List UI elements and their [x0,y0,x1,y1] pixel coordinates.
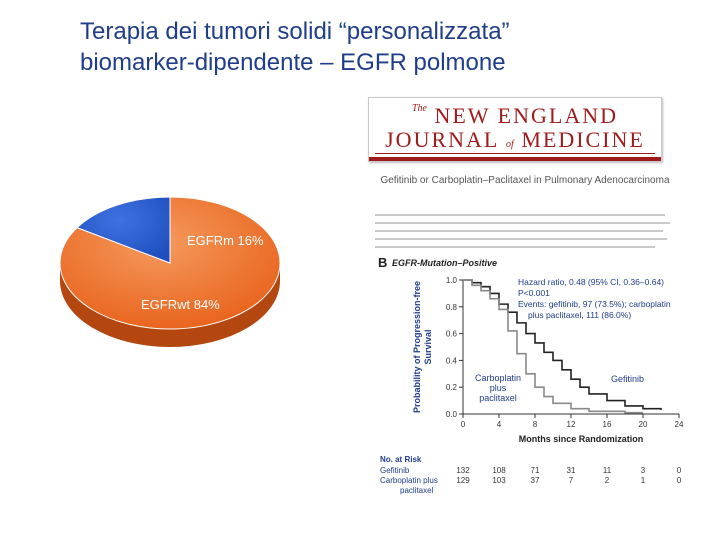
masthead-bottom-band [369,157,661,161]
risk-table-value: 129 [456,476,470,485]
risk-table-value: 108 [492,466,506,475]
y-tick-label: 0.8 [446,303,458,312]
egfr-pie-chart: EGFRm 16% EGFRwt 84% [59,196,281,347]
pie-label-egfr-mutant: EGFRm 16% [187,233,264,248]
journal-name-the: The [411,103,427,114]
curve-label-gefitinib: Gefitinib [611,374,644,384]
x-tick-label: 8 [533,420,538,429]
journal-name-of: of [506,139,514,150]
curve-label-carbo-2: plus [490,383,507,393]
annotation-hazard-ratio: Hazard ratio, 0.48 (95% CI, 0.36–0.64) [518,277,664,287]
journal-name-line-2: JOURNAL of MEDICINE [369,127,661,153]
kaplan-meier-chart: B EGFR-Mutation–Positive 0.0 0.2 0.4 0.6 0.8 1.… [378,255,684,444]
risk-table-value: 0 [676,476,682,485]
slide-title: Terapia dei tumori solidi “personalizzat… [80,16,700,78]
y-tick-label: 0.6 [446,330,458,339]
journal-masthead: The NEW ENGLAND JOURNAL of MEDICINE [368,97,662,162]
risk-table-row: Carboplatin plus paclitaxel 129 103 37 7 2 1 0 [380,476,700,495]
journal-name-new-england: NEW ENGLAND [434,103,618,128]
pie-label-egfr-wildtype: EGFRwt 84% [141,297,220,312]
x-tick-label: 16 [603,420,612,429]
y-tick-label: 1.0 [446,276,458,285]
y-tick-label: 0.4 [446,356,458,365]
risk-table-value: 132 [456,466,470,475]
article-title: Gefitinib or Carboplatin–Paclitaxel in P… [380,175,670,186]
x-tick-label: 4 [497,420,502,429]
risk-table-heading: No. at Risk [380,455,422,464]
journal-name-line-1: The NEW ENGLAND [369,103,661,129]
x-axis-label: Months since Randomization [519,434,644,444]
chart-title: EGFR-Mutation–Positive [392,258,497,268]
x-tick-label: 0 [461,420,466,429]
y-axis-label-line-1: Probability of Progression-free [412,281,422,413]
risk-table-row-name: Gefitinib [380,466,410,475]
panel-label: B [378,255,387,270]
annotation-events-2: plus paclitaxel, 111 (86.0%) [528,310,631,320]
risk-table-value: 103 [492,476,506,485]
slide-title-line-2: biomarker-dipendente – EGFR polmone [80,49,506,76]
risk-table-value: 37 [530,476,540,485]
curve-carboplatin-paclitaxel [463,279,643,414]
masthead-rule [375,153,655,154]
y-axis-label-line-2: Survival [423,329,433,364]
annotation-events-1: Events: gefitinib, 97 (73.5%); carboplat… [518,299,671,309]
slide-title-line-1: Terapia dei tumori solidi “personalizzat… [80,18,510,45]
risk-table-heading-row: No. at Risk [380,455,700,465]
x-tick-label: 24 [675,420,684,429]
risk-table-value: 3 [640,466,646,475]
journal-name-journal: JOURNAL [385,127,499,152]
journal-name-medicine: MEDICINE [521,127,645,152]
risk-table-value: 71 [530,466,540,475]
pie-slice-egfr-mutant [76,196,171,264]
curve-label-carbo-3: paclitaxel [479,393,517,403]
pie-side-wildtype [60,263,280,347]
x-tick-label: 12 [567,420,576,429]
risk-table-row-name: Carboplatin plus [380,476,438,485]
x-tick-label: 20 [639,420,648,429]
y-tick-label: 0.0 [446,410,458,419]
curve-label-carbo-1: Carboplatin [475,373,521,383]
risk-table-value: 31 [566,466,576,475]
risk-table-row: Gefitinib 132 108 71 31 11 3 0 [380,466,700,476]
risk-table-value: 11 [602,466,612,475]
author-list-blurred [375,208,675,248]
risk-table-value: 7 [568,476,574,485]
risk-table-row-name-2: paclitaxel [400,486,434,495]
y-axis-label: Probability of Progression-freeSurvival [412,281,433,413]
y-tick-label: 0.2 [446,383,458,392]
risk-table-value: 1 [640,476,646,485]
annotation-p-value: P<0.001 [518,288,550,298]
risk-table-value: 0 [676,466,682,475]
risk-table-value: 2 [604,476,610,485]
